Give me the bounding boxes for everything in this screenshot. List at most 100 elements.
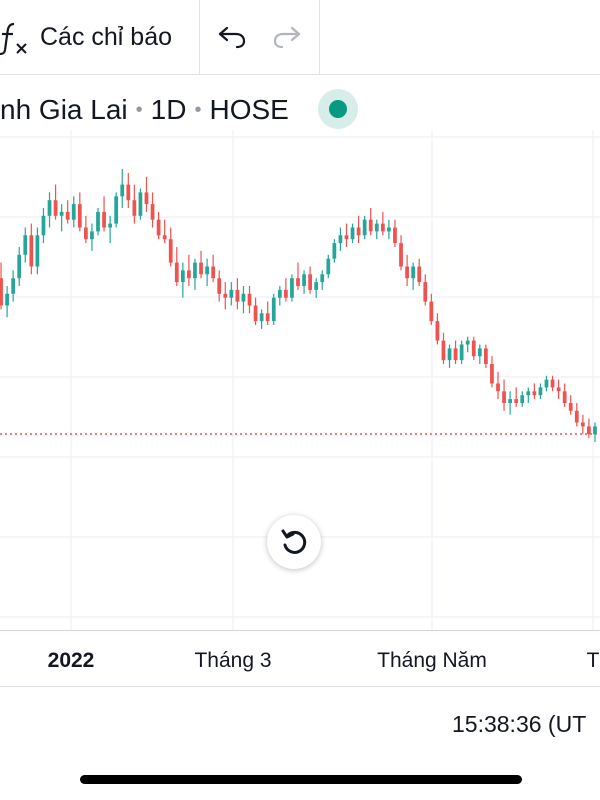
candle-up <box>538 387 543 396</box>
candle-down <box>235 289 240 302</box>
candle-up <box>271 297 276 322</box>
legend-separator: • <box>135 98 143 121</box>
candle-up <box>338 235 343 244</box>
candle-down <box>84 227 88 240</box>
candle-up <box>138 192 143 216</box>
candle-up <box>459 344 464 361</box>
candle-up <box>465 340 470 345</box>
time-tick-label: Tháng Năm <box>377 649 487 672</box>
clock-label[interactable]: 15:38:36 (UT <box>452 711 587 737</box>
candle-down <box>150 204 155 220</box>
candle-down <box>471 340 476 357</box>
candle-up <box>229 289 234 298</box>
candle-down <box>162 235 167 240</box>
candle-up <box>71 204 76 220</box>
interval-label: 1D <box>150 94 187 125</box>
candle-down <box>393 227 397 244</box>
candle-down <box>532 391 537 396</box>
candle-down <box>556 387 561 392</box>
candle-down <box>144 192 149 205</box>
candle-up <box>180 270 185 283</box>
candle-up <box>447 348 452 361</box>
candle-down <box>441 340 446 361</box>
candle-up <box>290 278 294 298</box>
candle-up <box>332 243 337 259</box>
candle-down <box>199 262 203 275</box>
candle-up <box>108 223 112 228</box>
candle-up <box>411 266 416 279</box>
candle-up <box>114 196 119 224</box>
fx-icon <box>0 22 27 56</box>
market-status-indicator[interactable] <box>318 89 358 129</box>
bottom-status-bar: 15:38:36 (UT <box>0 686 600 800</box>
candle-down <box>211 266 216 279</box>
candle-down <box>417 266 422 283</box>
candle-down <box>580 422 585 427</box>
candle-down <box>247 293 252 306</box>
candle-down <box>296 278 300 286</box>
market-status-dot <box>329 100 347 118</box>
candle-down <box>284 289 288 298</box>
candle-up <box>374 223 379 232</box>
candle-down <box>102 211 106 228</box>
candle-up <box>593 426 597 435</box>
undo-redo-group <box>200 0 320 74</box>
redo-icon[interactable] <box>272 24 302 50</box>
chart-toolbar: Các chỉ báo <box>0 0 600 75</box>
candle-down <box>453 348 458 361</box>
candle-up <box>314 282 319 290</box>
candle-down <box>484 348 488 364</box>
time-tick-label: 2022 <box>47 649 95 672</box>
time-tick-label: Tháng 3 <box>194 649 272 672</box>
candle-down <box>587 426 591 435</box>
candle-up <box>259 313 264 322</box>
candle-up <box>35 235 40 267</box>
candle-up <box>90 231 94 240</box>
candle-up <box>193 262 197 279</box>
candle-up <box>23 235 28 255</box>
candle-down <box>356 227 361 236</box>
undo-icon[interactable] <box>217 24 247 50</box>
time-tick-label: T <box>586 649 600 672</box>
candle-down <box>568 403 573 411</box>
candle-up <box>477 348 482 357</box>
candle-down <box>29 235 34 267</box>
candle-down <box>187 270 191 279</box>
candle-up <box>241 293 246 302</box>
candle-down <box>132 200 137 216</box>
candle-up <box>544 379 549 388</box>
legend-separator: • <box>194 98 202 121</box>
candle-up <box>59 211 64 216</box>
candle-down <box>399 243 403 267</box>
candle-up <box>96 211 100 232</box>
rotate-left-icon <box>281 529 307 554</box>
candle-up <box>320 274 325 283</box>
candle-down <box>223 293 228 298</box>
candle-down <box>502 391 506 403</box>
candle-down <box>0 278 3 306</box>
candle-down <box>435 321 440 341</box>
candle-up <box>11 278 16 294</box>
candle-up <box>526 391 531 396</box>
candle-down <box>562 391 567 403</box>
candle-up <box>5 293 9 306</box>
price-chart[interactable] <box>0 75 600 630</box>
candle-down <box>429 301 434 322</box>
time-axis[interactable]: 2022 Tháng 3 Tháng Năm T <box>0 630 600 686</box>
candle-down <box>217 278 222 294</box>
candle-up <box>120 184 125 197</box>
candle-up <box>41 215 46 236</box>
reset-chart-button[interactable] <box>267 515 321 569</box>
candle-down <box>496 383 500 392</box>
candle-up <box>387 227 391 232</box>
candle-down <box>423 282 428 302</box>
symbol-legend[interactable]: nh Gia Lai • 1D • HOSE <box>0 90 289 130</box>
indicators-button[interactable]: Các chỉ báo <box>0 0 200 74</box>
candle-down <box>156 219 161 236</box>
home-indicator <box>80 775 522 784</box>
candle-down <box>344 235 349 240</box>
candle-down <box>174 262 179 283</box>
candle-down <box>253 305 258 322</box>
candle-up <box>47 200 52 216</box>
candle-down <box>405 266 409 279</box>
